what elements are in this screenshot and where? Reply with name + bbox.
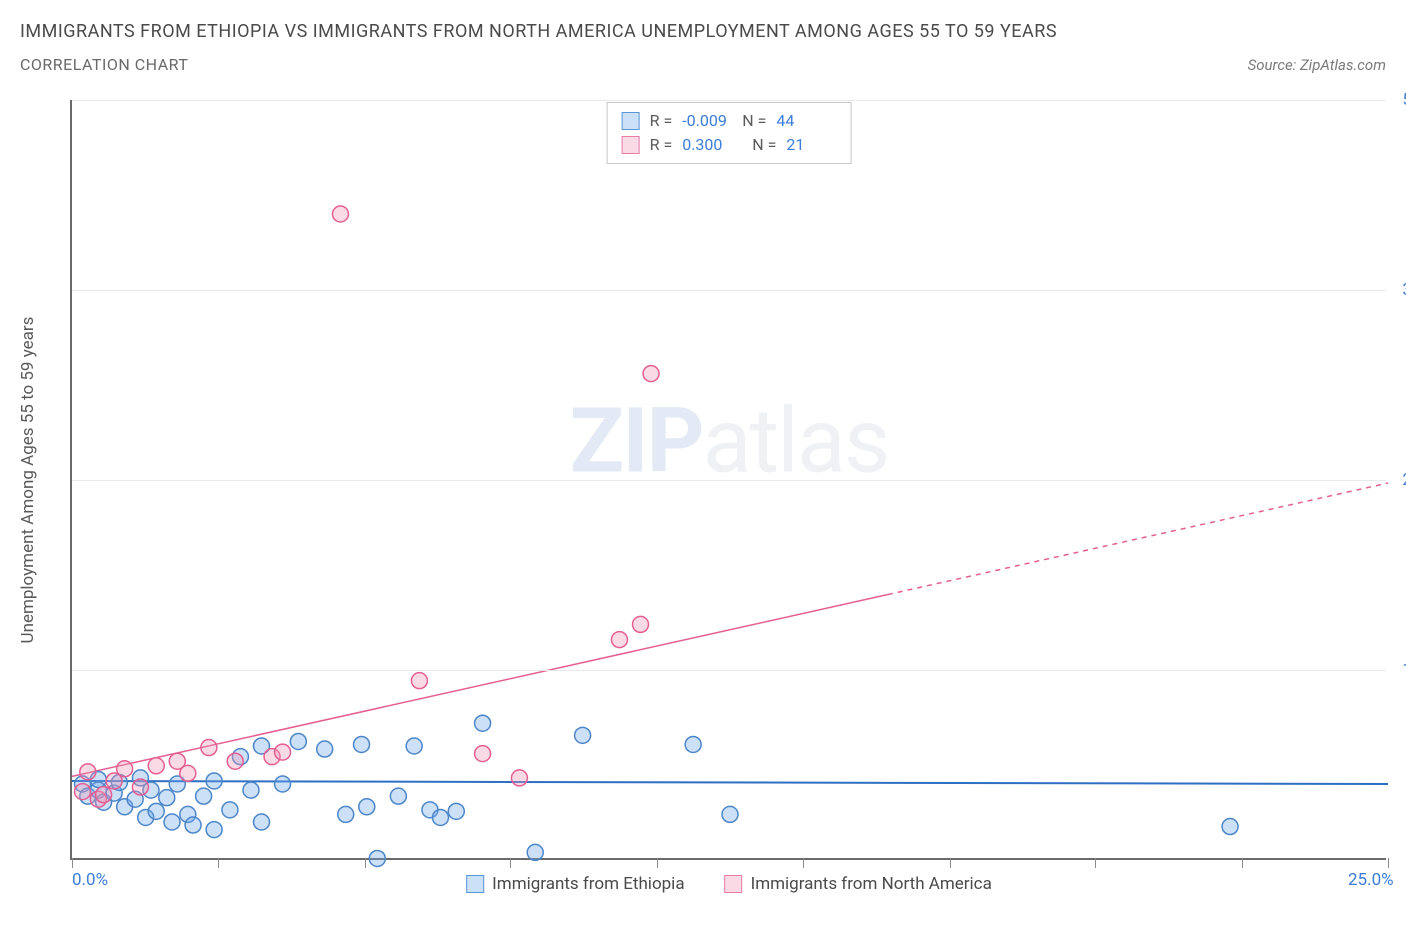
x-tick [365,858,366,868]
n-label: N = [752,133,776,157]
legend-label-northamerica: Immigrants from North America [751,874,992,894]
data-point-ethiopia [317,741,333,757]
x-tick [657,858,658,868]
data-point-ethiopia [390,788,406,804]
y-tick-label: 12.5% [1402,660,1406,680]
swatch-northamerica [622,136,640,154]
r-label: R = [650,133,673,157]
data-point-ethiopia [275,776,291,792]
legend-series: Immigrants from Ethiopia Immigrants from… [466,874,992,894]
data-point-northamerica [80,764,96,780]
data-point-ethiopia [448,803,464,819]
x-tick [510,858,511,868]
gridline-h [72,480,1386,481]
gridline-h [72,290,1386,291]
data-point-ethiopia [148,803,164,819]
legend-item-ethiopia: Immigrants from Ethiopia [466,874,684,894]
data-point-northamerica [132,779,148,795]
data-point-ethiopia [206,773,222,789]
x-tick-label: 0.0% [72,870,108,890]
data-point-northamerica [75,784,91,800]
data-point-northamerica [148,758,164,774]
r-value-northamerica: 0.300 [682,133,732,157]
data-point-ethiopia [432,809,448,825]
data-point-ethiopia [354,736,370,752]
x-tick [950,858,951,868]
data-point-ethiopia [254,814,270,830]
data-point-northamerica [511,770,527,786]
gridline-h [72,670,1386,671]
plot-svg [72,100,1386,858]
n-value-ethiopia: 44 [776,109,826,133]
data-point-northamerica [475,746,491,762]
data-point-northamerica [201,740,217,756]
correlation-chart: Unemployment Among Ages 55 to 59 years Z… [20,100,1386,900]
legend-statistics: R = -0.009 N = 44 R = 0.300 0 N = 21 [607,102,852,164]
page-subtitle: CORRELATION CHART [20,55,188,74]
data-point-ethiopia [722,806,738,822]
data-point-ethiopia [243,782,259,798]
x-tick [1242,858,1243,868]
plot-area: ZIPatlas R = -0.009 N = 44 R = 0.300 0 N… [70,100,1386,860]
data-point-ethiopia [359,799,375,815]
x-tick [72,858,73,868]
legend-row-ethiopia: R = -0.009 N = 44 [622,109,837,133]
data-point-ethiopia [575,727,591,743]
trend-line-ethiopia [72,781,1388,784]
gridline-h [72,100,1386,101]
data-point-northamerica [643,366,659,382]
data-point-northamerica [411,673,427,689]
y-tick-label: 37.5% [1402,280,1406,300]
data-point-northamerica [96,787,112,803]
data-point-ethiopia [369,850,385,866]
data-point-ethiopia [527,844,543,860]
n-value-northamerica: 21 [786,133,836,157]
y-tick-label: 50.0% [1402,90,1406,110]
data-point-ethiopia [164,814,180,830]
x-tick [803,858,804,868]
data-point-ethiopia [338,806,354,822]
data-point-ethiopia [222,802,238,818]
data-point-northamerica [275,744,291,760]
legend-row-northamerica: R = 0.300 0 N = 21 [622,133,837,157]
data-point-ethiopia [1222,819,1238,835]
x-tick [218,858,219,868]
data-point-ethiopia [475,715,491,731]
swatch-ethiopia [622,112,640,130]
data-point-ethiopia [196,788,212,804]
trend-line-dashed-northamerica [888,483,1388,594]
data-point-ethiopia [185,817,201,833]
data-point-ethiopia [406,738,422,754]
data-point-northamerica [227,753,243,769]
legend-label-ethiopia: Immigrants from Ethiopia [492,874,684,894]
x-tick [1388,858,1389,868]
r-label: R = [650,109,673,133]
data-point-northamerica [332,206,348,222]
x-tick [1095,858,1096,868]
source-attribution: Source: ZipAtlas.com [1248,56,1386,74]
data-point-ethiopia [159,790,175,806]
swatch-ethiopia [466,875,484,893]
page-title: IMMIGRANTS FROM ETHIOPIA VS IMMIGRANTS F… [20,18,1386,45]
data-point-northamerica [180,765,196,781]
data-point-northamerica [611,632,627,648]
data-point-northamerica [633,616,649,632]
data-point-northamerica [117,761,133,777]
y-tick-label: 25.0% [1402,470,1406,490]
data-point-ethiopia [290,733,306,749]
r-value-ethiopia: -0.009 [682,109,732,133]
x-tick-label: 25.0% [1348,870,1394,890]
data-point-ethiopia [685,736,701,752]
n-label: N = [742,109,766,133]
swatch-northamerica [725,875,743,893]
y-axis-label: Unemployment Among Ages 55 to 59 years [18,317,38,644]
legend-item-northamerica: Immigrants from North America [725,874,992,894]
data-point-ethiopia [206,822,222,838]
